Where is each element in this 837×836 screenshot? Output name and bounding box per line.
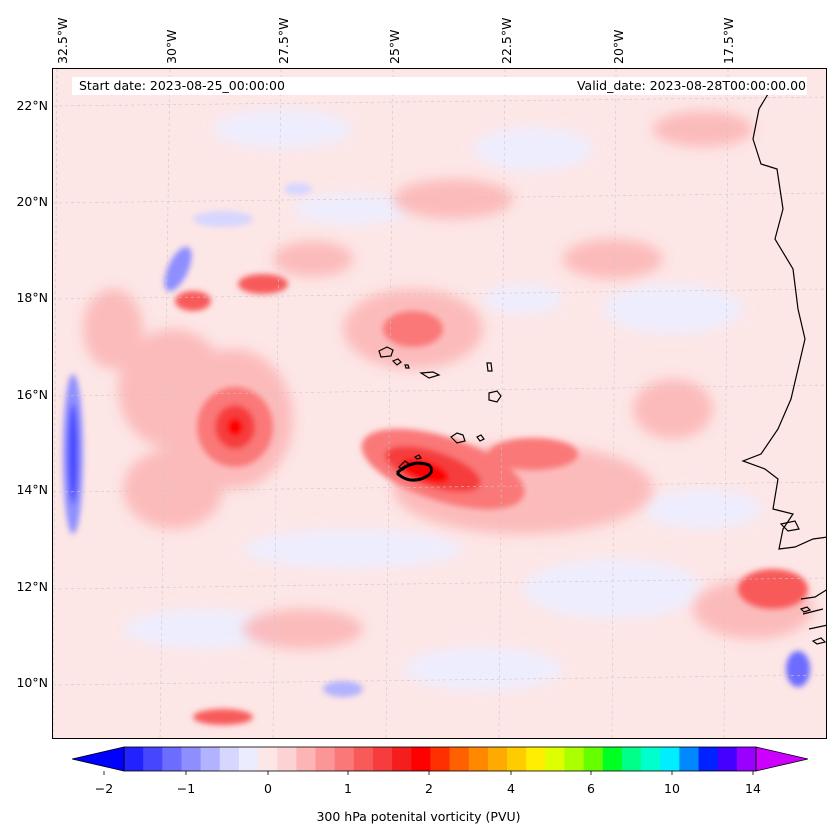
colorbar-cell [143,747,163,771]
colorbar-cell [449,747,470,771]
date-banner [72,77,807,95]
colorbar-cell [315,747,336,771]
lon-label: 32.5°W [55,17,70,64]
colorbar-cell [487,747,508,771]
lon-label: 17.5°W [721,17,736,64]
colorbar-tick: 1 [344,781,352,796]
colorbar-cell [238,747,259,771]
colorbar-cell [181,747,202,771]
lat-label: 22°N [16,98,48,113]
colorbar-tickmarks [103,771,754,775]
guinea-bissau-coast [799,589,826,645]
lat-label: 18°N [16,290,48,305]
colorbar-cell [277,747,297,771]
colorbar-cell [430,747,451,771]
colorbar-tick: 4 [507,781,515,796]
colorbar-outline [123,746,757,772]
valid-date-label: Valid_date: 2023-08-28T00:00:00.00 [576,78,806,93]
colorbar [72,746,808,775]
african-coastline [741,88,826,550]
colorbar-tick: 10 [664,781,680,796]
colorbar-cell [736,747,757,771]
colorbar-cell [507,747,527,771]
colorbar-cell [411,747,431,771]
colorbar-cell [219,747,240,771]
lon-label: 20°W [611,29,626,64]
colorbar-cell [698,747,719,771]
colorbar-tick: 14 [745,781,761,796]
colorbar-tick: 6 [587,781,595,796]
colorbar-cell [353,747,374,771]
lat-label: 16°N [16,387,48,402]
lon-label: 27.5°W [276,17,291,64]
colorbar-over-triangle [755,746,808,772]
colorbar-under-triangle [72,746,125,772]
lon-label: 22.5°W [499,17,514,64]
gambia-coast [779,520,800,532]
colorbar-cell [372,747,393,771]
colorbar-tick: 0 [264,781,272,796]
colorbar-cell [602,747,623,771]
pv-field-map [53,69,826,738]
colorbar-cell [526,747,546,771]
colorbar-tick: 2 [425,781,433,796]
colorbar-cell [296,747,317,771]
lon-label: 30°W [164,29,179,64]
colorbar-cell [258,747,278,771]
lat-label: 10°N [16,675,48,690]
colorbar-cell [583,747,604,771]
colorbar-cell [200,747,221,771]
map-plot-area[interactable] [52,68,827,739]
colorbar-cell [679,747,700,771]
colorbar-cell [124,747,144,771]
colorbar-cell [641,747,661,771]
lat-label: 20°N [16,194,48,209]
lat-label: 14°N [16,482,48,497]
colorbar-cells [124,747,757,771]
colorbar-cell [392,747,412,771]
colorbar-cell [621,747,642,771]
colorbar-cell [468,747,489,771]
colorbar-tick: −2 [94,781,114,796]
colorbar-cell [717,747,738,771]
start-date-label: Start date: 2023-08-25_00:00:00 [79,78,285,93]
pv-negative-streaks [63,183,810,697]
colorbar-cell [564,747,585,771]
lon-label: 25°W [387,29,402,64]
graticule [53,69,826,738]
colorbar-cell [162,747,182,771]
colorbar-cell [334,747,355,771]
colorbar-cell [660,747,680,771]
colorbar-cell [545,747,565,771]
lat-label: 12°N [16,579,48,594]
colorbar-label: 300 hPa potenital vorticity (PVU) [316,809,521,824]
colorbar-tick: −1 [176,781,196,796]
cape-verde-islands [378,346,502,482]
